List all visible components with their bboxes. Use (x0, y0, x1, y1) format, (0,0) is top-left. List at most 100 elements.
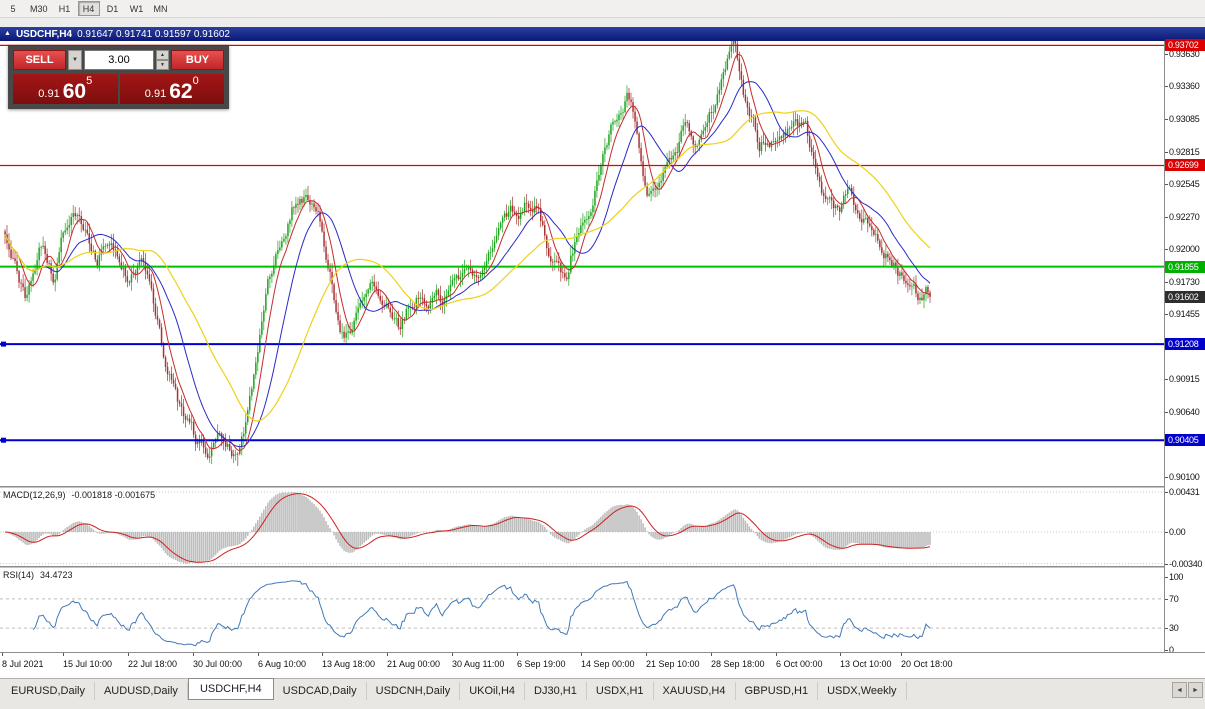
volume-input[interactable] (84, 50, 154, 70)
time-axis-label: 21 Sep 10:00 (646, 659, 700, 669)
price-tick-mark (1165, 412, 1168, 414)
volume-dropdown-button[interactable]: ▼ (68, 50, 82, 70)
timeframe-button-w1[interactable]: W1 (126, 1, 148, 16)
trade-panel-controls: SELL ▼ ▲ ▼ BUY (13, 50, 224, 70)
macd-rsi-splitter[interactable] (0, 566, 1205, 568)
chart-title-bar[interactable]: ▲ USDCHF,H4 0.91647 0.91741 0.91597 0.91… (0, 27, 1205, 41)
time-tick (711, 653, 712, 656)
time-axis-label: 22 Jul 18:00 (128, 659, 178, 669)
price-tick-label: 0.90100 (1169, 471, 1200, 482)
macd-label: MACD(12,26,9) -0.001818 -0.001675 (3, 490, 155, 500)
timeframe-button-mn[interactable]: MN (150, 1, 172, 16)
volume-spinner: ▲ ▼ (156, 50, 169, 70)
chart-tab-ukoil-h4[interactable]: UKOil,H4 (460, 682, 526, 700)
price-tick-label: 0.92545 (1169, 178, 1200, 189)
sell-price-sup: 5 (86, 75, 93, 87)
price-tick-label: 0.91730 (1169, 276, 1200, 287)
price-tick-mark (1165, 119, 1168, 121)
macd-signal-line (4, 493, 931, 563)
timeframe-button-d1[interactable]: D1 (102, 1, 124, 16)
moving-average-8 (4, 53, 931, 452)
macd-indicator-name: MACD(12,26,9) (3, 490, 66, 500)
time-tick (517, 653, 518, 656)
chart-tab-usdcnh-daily[interactable]: USDCNH,Daily (367, 682, 461, 700)
macd-panel[interactable]: MACD(12,26,9) -0.001818 -0.001675 (0, 488, 1164, 566)
time-axis[interactable]: 8 Jul 2021 15 Jul 10:00 22 Jul 18:00 30 Jul… (0, 652, 1205, 678)
timeframe-button-h1[interactable]: H1 (54, 1, 76, 16)
volume-increase-button[interactable]: ▲ (156, 50, 169, 60)
timeframe-toolbar: 5 M30 H1 H4 D1 W1 MN (0, 0, 1205, 18)
time-axis-label: 20 Oct 18:00 (901, 659, 953, 669)
macd-chart[interactable] (0, 488, 1164, 566)
chart-tab-gbpusd-h1[interactable]: GBPUSD,H1 (736, 682, 819, 700)
time-tick (193, 653, 194, 656)
price-badge-0.91855: 0.91855 (1165, 260, 1205, 273)
chart-tab-usdx-weekly[interactable]: USDX,Weekly (818, 682, 907, 700)
time-axis-label: 30 Jul 00:00 (193, 659, 243, 669)
price-tick-label: 0.93360 (1169, 81, 1200, 92)
price-tick-mark (1165, 216, 1168, 218)
time-axis-label: 8 Jul 2021 (2, 659, 44, 669)
price-tick-mark (1165, 183, 1168, 185)
time-tick (452, 653, 453, 656)
buy-price-sup: 0 (192, 75, 199, 87)
time-tick (2, 653, 3, 656)
timeframe-button-h4[interactable]: H4 (77, 1, 100, 16)
caret-down-icon: ▼ (72, 57, 78, 63)
candlestick-chart[interactable] (0, 41, 1164, 486)
chart-tab-eurusd-daily[interactable]: EURUSD,Daily (2, 682, 95, 700)
price-tick-label: 0.92270 (1169, 211, 1200, 222)
sell-price-prefix: 0.91 (38, 88, 60, 100)
spinner-up-icon: ▲ (160, 51, 165, 58)
arrow-left-icon: ◄ (1176, 686, 1183, 694)
rsi-indicator-value: 34.4723 (40, 570, 73, 580)
time-axis-label: 21 Aug 00:00 (387, 659, 441, 669)
time-tick (387, 653, 388, 656)
tabs-scroll-left-button[interactable]: ◄ (1172, 682, 1187, 698)
rsi-line (32, 580, 931, 647)
buy-button[interactable]: BUY (171, 50, 224, 70)
price-tick-mark (1165, 379, 1168, 381)
rsi-tick-mark (1165, 598, 1168, 600)
price-tick-mark (1165, 314, 1168, 316)
chart-title-symbol: USDCHF,H4 (15, 28, 73, 40)
tabs-scroll-right-button[interactable]: ► (1188, 682, 1203, 698)
line-drag-handle[interactable] (1, 341, 6, 347)
timeframe-button-5[interactable]: 5 (2, 1, 24, 16)
chart-tab-usdx-h1[interactable]: USDX,H1 (587, 682, 654, 700)
moving-average-48 (4, 110, 931, 422)
line-drag-handle[interactable] (1, 437, 6, 443)
time-axis-label: 14 Sep 00:00 (581, 659, 635, 669)
macd-tick-mark (1165, 492, 1168, 493)
time-tick (258, 653, 259, 656)
rsi-panel[interactable]: RSI(14) 34.4723 (0, 568, 1164, 652)
time-tick (581, 653, 582, 656)
spinner-down-icon: ▼ (160, 61, 165, 68)
time-axis-label: 13 Oct 10:00 (840, 659, 892, 669)
chart-tab-audusd-daily[interactable]: AUDUSD,Daily (95, 682, 188, 700)
main-chart-area[interactable]: SELL ▼ ▲ ▼ BUY 0.91 60 5 (0, 41, 1164, 486)
rsi-label: RSI(14) 34.4723 (3, 570, 73, 580)
buy-price-display[interactable]: 0.91 62 0 (119, 74, 224, 104)
rsi-axis-label: 0 (1169, 645, 1174, 655)
chart-tab-usdcad-daily[interactable]: USDCAD,Daily (274, 682, 367, 700)
timeframe-button-m30[interactable]: M30 (26, 1, 52, 16)
price-tick-label: 0.92000 (1169, 244, 1200, 255)
rsi-chart[interactable] (0, 568, 1164, 652)
time-axis-label: 13 Aug 18:00 (322, 659, 376, 669)
volume-decrease-button[interactable]: ▼ (156, 60, 169, 70)
time-tick (840, 653, 841, 656)
sell-price-display[interactable]: 0.91 60 5 (13, 74, 118, 104)
rsi-axis-label: 100 (1169, 572, 1184, 582)
time-axis-label: 6 Aug 10:00 (258, 659, 307, 669)
chart-tab-dj30-h1[interactable]: DJ30,H1 (525, 682, 587, 700)
price-axis[interactable]: 0.93630 0.93360 0.93085 0.92815 0.92545 0.922… (1164, 39, 1205, 655)
chart-tab-xauusd-h4[interactable]: XAUUSD,H4 (654, 682, 736, 700)
chart-window-icon: ▲ (4, 30, 11, 37)
sell-button[interactable]: SELL (13, 50, 66, 70)
chart-window: ▲ USDCHF,H4 0.91647 0.91741 0.91597 0.91… (0, 27, 1205, 678)
chart-macd-splitter[interactable] (0, 486, 1205, 488)
chart-tab-usdchf-h4[interactable]: USDCHF,H4 (187, 678, 274, 700)
price-badge-0.93702: 0.93702 (1165, 39, 1205, 52)
price-tick-label: 0.93630 (1169, 49, 1200, 59)
